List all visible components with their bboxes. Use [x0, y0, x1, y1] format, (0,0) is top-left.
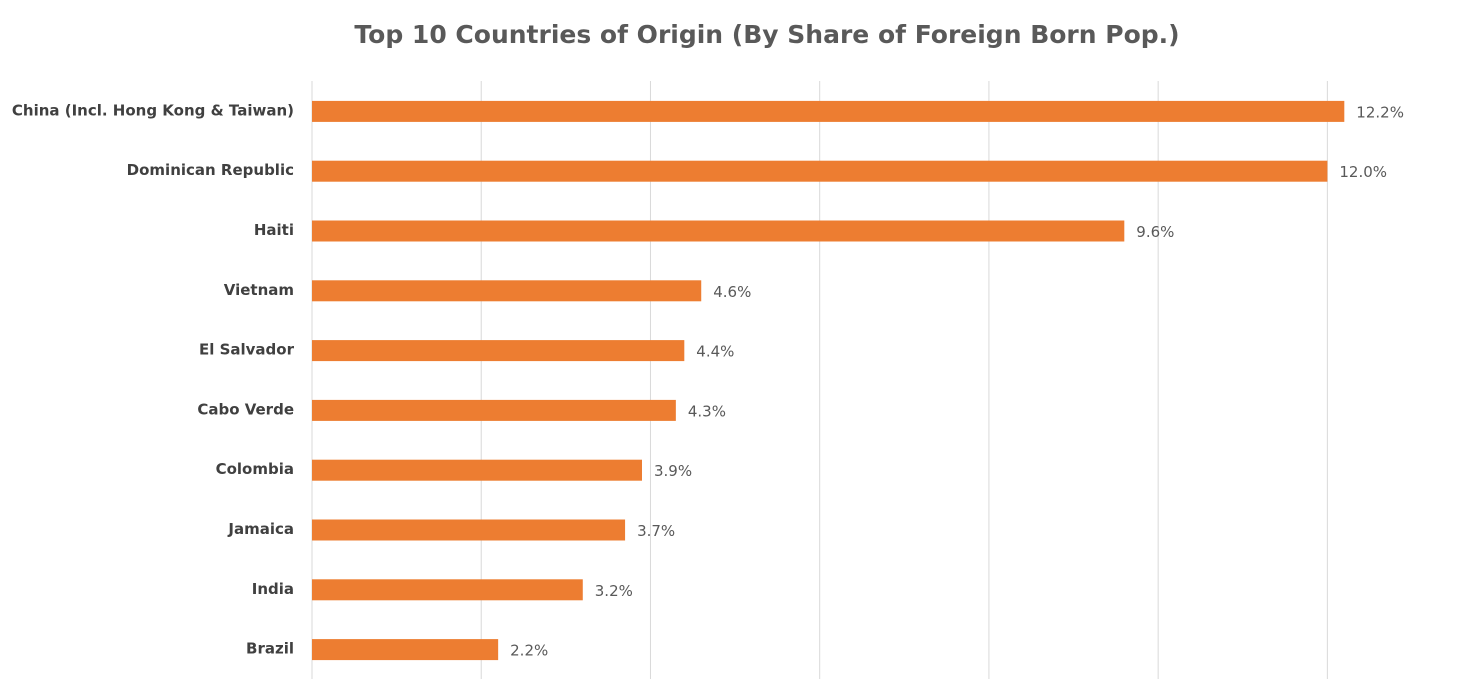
bar: [312, 399, 676, 421]
y-tick-label: China (Incl. Hong Kong & Taiwan): [12, 101, 294, 119]
value-label: 4.6%: [713, 283, 751, 301]
value-label: 3.7%: [637, 522, 675, 540]
y-tick-label: India: [252, 580, 294, 598]
y-tick-label: Brazil: [246, 640, 294, 658]
bar: [312, 639, 499, 661]
bar: [312, 160, 1328, 182]
value-label: 12.0%: [1339, 163, 1387, 181]
value-label: 4.3%: [688, 402, 726, 420]
y-tick-label: El Salvador: [199, 341, 295, 359]
y-tick-label: Vietnam: [224, 281, 294, 299]
bar: [312, 100, 1345, 122]
value-label: 9.6%: [1136, 223, 1174, 241]
value-label: 3.9%: [654, 462, 692, 480]
y-tick-label: Dominican Republic: [127, 161, 294, 179]
y-tick-label: Colombia: [216, 460, 294, 478]
bar: [312, 340, 685, 362]
y-tick-label: Haiti: [254, 221, 294, 239]
y-tick-label: Cabo Verde: [197, 400, 294, 418]
bar: [312, 579, 583, 601]
value-label: 2.2%: [510, 642, 548, 660]
y-tick-label: Jamaica: [227, 520, 294, 538]
bar: [312, 280, 702, 302]
bar: [312, 459, 642, 481]
bar: [312, 220, 1125, 242]
value-label: 12.2%: [1356, 103, 1404, 121]
value-label: 3.2%: [595, 582, 633, 600]
chart-title: Top 10 Countries of Origin (By Share of …: [354, 20, 1179, 49]
bar: [312, 519, 626, 541]
value-label: 4.4%: [696, 343, 734, 361]
